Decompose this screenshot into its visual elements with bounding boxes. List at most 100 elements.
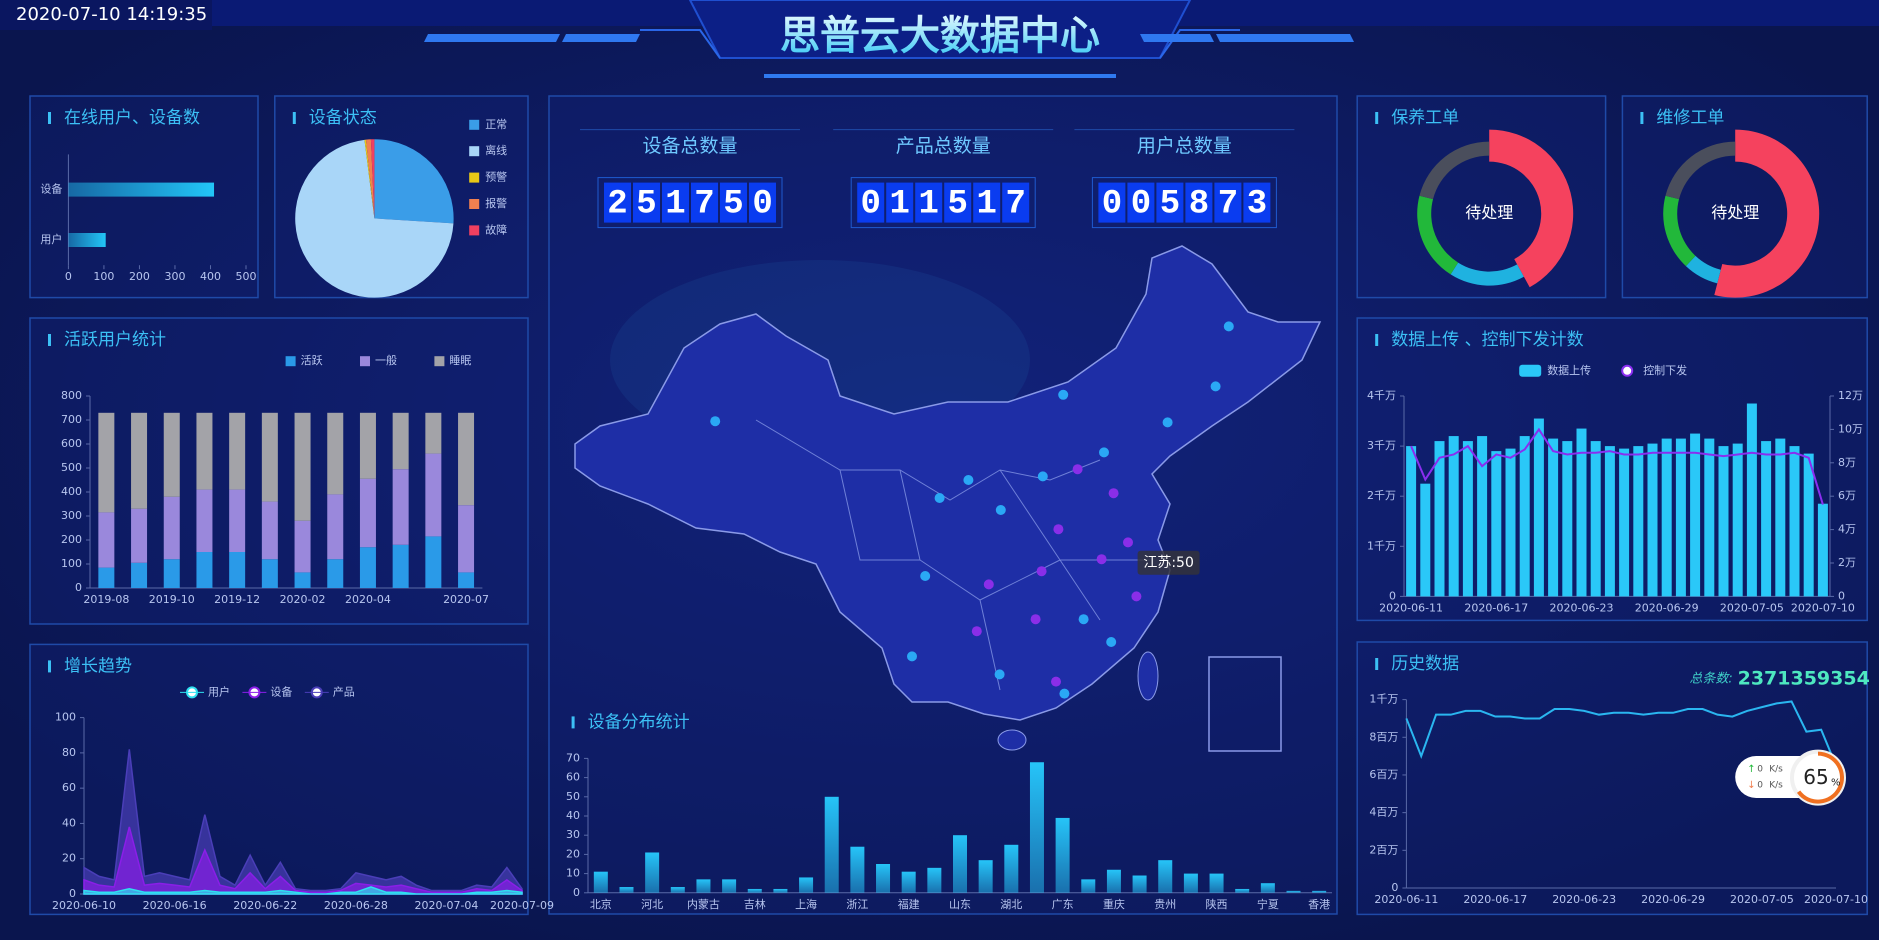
counter-digit-box: [1156, 182, 1184, 223]
bar: [901, 871, 916, 893]
y-tick-label: 800: [61, 389, 82, 402]
bar: [1604, 446, 1615, 597]
map-dot: [1162, 417, 1173, 428]
bar-segment: [425, 453, 442, 537]
bar-segment: [425, 536, 442, 588]
x-tick-label: 300: [164, 270, 185, 283]
x-tick-label: 2020-07-10: [1804, 893, 1868, 906]
panel-title: 设备状态: [309, 108, 377, 128]
counter-frame: [597, 177, 783, 229]
bar: [773, 888, 788, 893]
pie-slice: [370, 139, 375, 219]
counter-digit-box: [1185, 182, 1213, 223]
bar-segment: [359, 478, 376, 548]
net-down-arrow: ↓: [1747, 780, 1755, 791]
bar: [1803, 453, 1814, 597]
title-wings: [640, 29, 1240, 59]
y-tick-label: 200: [61, 533, 82, 546]
bar: [1406, 446, 1417, 597]
map-dot: [1223, 321, 1234, 332]
legend-label: 故障: [485, 222, 507, 236]
legend-swatch: [1519, 364, 1542, 377]
legend-label: 报警: [485, 196, 507, 210]
bar-segment: [229, 552, 246, 588]
y-tick-label: 50: [566, 790, 580, 803]
bar: [1817, 503, 1828, 597]
map-dot: [1059, 688, 1070, 699]
panel-title: 历史数据: [1391, 654, 1459, 674]
bar: [1235, 888, 1250, 893]
area-series: [83, 826, 523, 895]
counter-label: 用户总数量: [1137, 135, 1232, 157]
bar: [1029, 762, 1044, 893]
map-dot: [920, 571, 931, 581]
x-tick-label: 2020-06-10: [52, 899, 116, 912]
bar: [696, 879, 711, 893]
y-tick-label: 40: [62, 816, 76, 829]
bar: [1434, 441, 1445, 597]
bar-segment: [359, 547, 376, 588]
bar-segment: [458, 572, 475, 588]
bar-segment: [98, 567, 115, 588]
bar: [1491, 451, 1502, 597]
pie-slice: [295, 139, 454, 298]
x-tick-label: 2020-02: [280, 593, 326, 606]
map-dot: [1078, 614, 1089, 625]
bar: [1081, 879, 1096, 893]
bar: [1462, 441, 1473, 597]
bar: [1732, 443, 1743, 597]
title-marker: [48, 660, 51, 673]
bar-segment: [163, 412, 180, 497]
donut-segment: [1489, 129, 1574, 288]
y-tick-label: 300: [61, 509, 82, 522]
counter-digit-box: [633, 182, 660, 223]
y-tick-label: 10: [566, 867, 580, 880]
y-tick-label: 3千万: [1367, 439, 1396, 452]
bar: [1690, 433, 1701, 597]
bar: [747, 888, 762, 893]
x-tick-label: 2020-06-23: [1550, 601, 1614, 614]
bar-segment: [294, 520, 311, 573]
x-tick-label: 湖北: [1000, 898, 1022, 911]
y-tick-label: 0: [1391, 881, 1398, 894]
map-dot-hot: [1108, 488, 1119, 499]
bar-segment: [196, 412, 213, 490]
counter-digit-box: [749, 182, 776, 223]
y-tick-label: 20: [62, 852, 76, 865]
counter-value: 251750: [607, 186, 781, 224]
bar-segment: [261, 412, 278, 502]
map-tooltip: 江苏:50: [1143, 555, 1194, 571]
counter-label: 设备总数量: [642, 135, 737, 157]
line-series: [1410, 427, 1824, 505]
y-tick-label: 70: [566, 751, 580, 764]
pie-slice: [374, 139, 454, 224]
counter-frame: [850, 177, 1036, 229]
counter-digit-box: [691, 182, 718, 223]
x-tick-label: 吉林: [744, 897, 766, 911]
title-marker: [1375, 112, 1379, 124]
y-tick-label: 6百万: [1369, 768, 1398, 781]
bar: [68, 182, 215, 197]
y-tick-label: 0: [1389, 589, 1396, 602]
legend-label: 产品: [333, 684, 355, 698]
counter-digit-box: [886, 182, 914, 223]
y-tick-label: 2万: [1838, 556, 1856, 569]
counter-digit-box: [973, 182, 1001, 223]
gauge-value: 65: [1803, 765, 1828, 789]
y-tick-label: 100: [55, 711, 76, 724]
legend-swatch: [469, 225, 480, 236]
pie-slice: [364, 139, 375, 219]
x-tick-label: 2020-06-17: [1464, 601, 1528, 614]
y-tick-label: 60: [62, 781, 76, 794]
bar: [593, 871, 608, 893]
x-tick-label: 陕西: [1206, 897, 1228, 911]
x-tick-label: 2020-07-05: [1730, 893, 1794, 906]
legend-swatch: [360, 356, 370, 367]
panel-title: 保养工单: [1391, 108, 1459, 128]
bar: [1718, 446, 1729, 597]
donut-center-label: 待处理: [1465, 203, 1513, 222]
map-dot: [710, 416, 721, 427]
bar: [1789, 446, 1800, 597]
bar: [824, 796, 839, 893]
y-tick-label: 60: [566, 771, 580, 784]
